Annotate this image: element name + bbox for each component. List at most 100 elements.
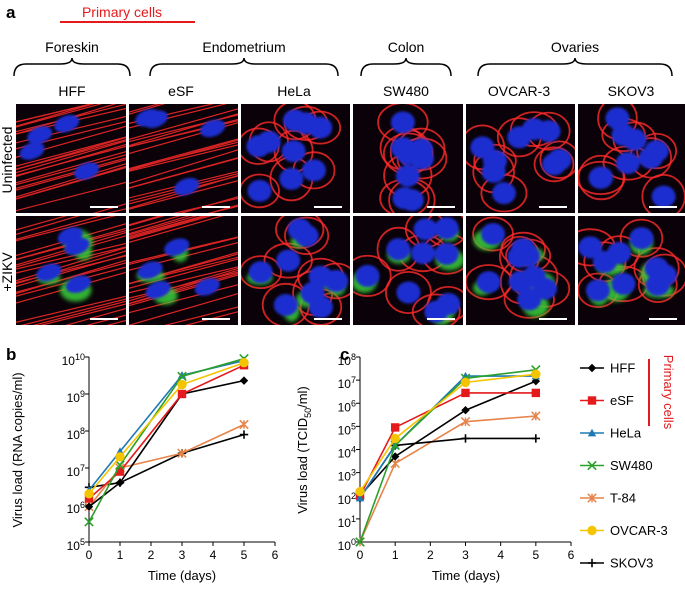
chart-b-point-hff-1 — [115, 478, 125, 487]
chart-c-point-ovcar-3-3 — [531, 369, 541, 379]
panel-label-b: b — [6, 345, 16, 364]
panel-label-a: a — [6, 3, 16, 22]
chart-b-series-line-esf — [88, 364, 245, 500]
micrograph-hff-uninfected — [16, 104, 126, 213]
chart-b-point-sw480-1 — [115, 460, 125, 470]
legend-primary-label: Primary cells — [661, 355, 676, 430]
micrograph-sw480-uninfected — [353, 104, 463, 213]
chart-c-point-hff-2 — [461, 406, 470, 415]
chart-b-y-tick-label-0: 105 — [67, 537, 85, 553]
legend-marker-sw480 — [587, 460, 597, 471]
chart-b-y-tick-label-2: 107 — [67, 463, 85, 479]
row-label-uninfected: Uninfected — [0, 127, 15, 194]
legend-label-skov3: SKOV3 — [610, 556, 653, 571]
chart-b-point-hff-3 — [239, 376, 249, 385]
chart-b-series-line-ovcar-3 — [88, 361, 245, 495]
legend-label-ovcar-3: OVCAR-3 — [610, 523, 668, 538]
tissue-braces — [13, 57, 673, 77]
tissue-ovaries: Ovaries — [551, 39, 599, 55]
chart-c: 100 101 102 103 104 105 106 107 108 0 1 2 3 4 5 6 Time… — [295, 352, 575, 583]
chart-c-series-line-esf — [359, 392, 536, 497]
chart-b-xlabel: Time (days) — [148, 568, 216, 583]
legend-marker-ovcar-3 — [587, 525, 597, 536]
chart-c-point-skov3-2 — [461, 434, 470, 443]
chart-b-x-tick-label-5: 5 — [241, 548, 248, 562]
col-label-ovcar3: OVCAR-3 — [488, 83, 550, 99]
chart-b-ylabel: Virus load (RNA copies/ml) — [10, 372, 25, 527]
chart-c-y-tick-label-2: 102 — [338, 491, 356, 507]
chart-c-y-tick-label-0: 100 — [338, 537, 356, 553]
chart-c-y-ticks: 100 101 102 103 104 105 106 107 108 — [338, 352, 360, 553]
chart-b-point-ovcar-3-3 — [239, 358, 249, 368]
chart-b-point-esf-2 — [177, 389, 187, 399]
micrograph-sw480-zikv — [353, 216, 463, 325]
brace-colon — [360, 57, 452, 77]
chart-c-y-tick-label-1: 101 — [338, 514, 356, 530]
legend-item-hff: HFF — [580, 361, 635, 376]
chart-b-point-t-84-2 — [177, 448, 187, 459]
legend-label-t-84: T-84 — [610, 491, 636, 506]
micrograph-ovcar-3-zikv — [466, 216, 575, 325]
col-label-esf: eSF — [168, 83, 194, 99]
micrograph-ovcar-3-uninfected — [466, 104, 575, 213]
chart-c-point-esf-1 — [390, 423, 400, 432]
micrograph-skov3-uninfected — [578, 104, 685, 213]
legend-marker-skov3 — [587, 558, 597, 568]
legend-item-t-84: T-84 — [580, 491, 636, 506]
chart-c-series-line-sw480 — [359, 368, 536, 543]
chart-c-point-ovcar-3-0 — [355, 486, 365, 497]
legend-item-esf: eSF — [580, 393, 634, 408]
chart-b-series-line-sw480 — [88, 357, 245, 523]
chart-b-y-ticks: 105 106 107 108 109 1010 — [62, 352, 89, 553]
micrograph-hela-uninfected — [241, 104, 350, 213]
chart-b-x-tick-label-1: 1 — [117, 548, 124, 562]
legend: HFF eSF HeLa SW480 T-84 OVCAR-3 SKOV3 — [580, 361, 668, 571]
micrograph-esf-uninfected — [129, 104, 238, 213]
legend-marker-hela — [587, 428, 597, 437]
legend-label-sw480: SW480 — [610, 458, 653, 473]
chart-c-series-line-t-84 — [359, 415, 536, 543]
chart-c-x-tick-label-1: 1 — [392, 548, 399, 562]
chart-c-point-ovcar-3-2 — [460, 377, 471, 388]
col-label-sw480: SW480 — [383, 83, 429, 99]
legend-item-skov3: SKOV3 — [580, 556, 653, 571]
chart-c-x-tick-label-5: 5 — [532, 548, 539, 562]
brace-ovaries — [477, 57, 673, 77]
chart-c-series-line-hff — [359, 380, 537, 497]
chart-c-ylabel: Virus load (TCID50/ml) — [295, 386, 313, 514]
chart-c-y-tick-label-8: 108 — [338, 352, 356, 368]
chart-b-series-line-t-84 — [88, 423, 245, 508]
col-label-hela: HeLa — [277, 83, 311, 99]
chart-b-x-tick-label-4: 4 — [210, 548, 217, 562]
chart-b-point-sw480-2 — [177, 371, 187, 382]
col-label-skov3: SKOV3 — [608, 83, 655, 99]
chart-b-y-tick-label-4: 109 — [67, 389, 85, 405]
chart-c-x-ticks: 0 1 2 3 4 5 6 — [357, 542, 575, 562]
chart-c-x-tick-label-6: 6 — [568, 548, 575, 562]
chart-c-point-ovcar-3-1 — [390, 433, 400, 444]
chart-c-series-line-ovcar-3 — [359, 373, 536, 493]
chart-b-y-tick-label-1: 106 — [67, 500, 85, 516]
micrograph-esf-zikv — [129, 216, 238, 325]
chart-c-x-tick-label-2: 2 — [427, 548, 434, 562]
micrograph-skov3-zikv — [578, 216, 685, 325]
chart-c-y-tick-label-4: 104 — [338, 445, 356, 461]
legend-marker-esf — [587, 396, 597, 405]
chart-b-point-t-84-3 — [239, 419, 249, 430]
chart-c-x-tick-label-0: 0 — [357, 548, 364, 562]
chart-b-x-tick-label-3: 3 — [179, 548, 186, 562]
chart-c-point-esf-2 — [461, 388, 470, 398]
legend-item-ovcar-3: OVCAR-3 — [580, 523, 668, 538]
micrograph-hela-zikv — [241, 216, 350, 325]
chart-b-point-esf-1 — [115, 467, 125, 476]
brace-endometrium — [149, 57, 339, 77]
row-label-zikv: +ZIKV — [0, 252, 15, 292]
microscopy-grid — [16, 104, 685, 325]
brace-foreskin — [13, 57, 131, 77]
chart-c-xlabel: Time (days) — [432, 568, 500, 583]
chart-b-x-tick-label-2: 2 — [148, 548, 155, 562]
chart-b-point-ovcar-3-0 — [84, 489, 94, 499]
chart-c-point-hela-0 — [355, 493, 365, 502]
legend-label-hela: HeLa — [610, 426, 642, 441]
